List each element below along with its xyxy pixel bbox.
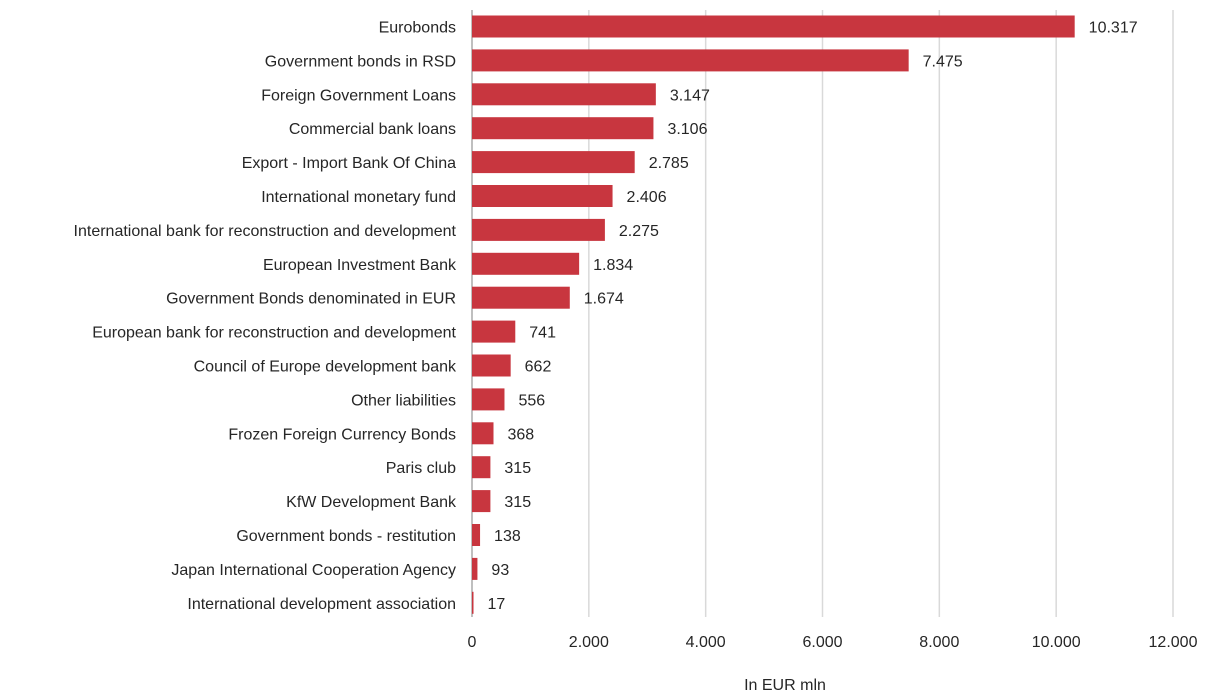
category-label: European bank for reconstruction and dev…	[92, 325, 456, 342]
bar	[472, 354, 511, 377]
bar	[472, 185, 613, 207]
data-label: 315	[504, 460, 531, 477]
bar	[472, 557, 478, 580]
x-tick-label: 6.000	[802, 634, 842, 651]
bar	[472, 286, 570, 309]
bar	[472, 252, 580, 275]
data-label: 1.674	[584, 291, 624, 308]
x-tick-label: 4.000	[686, 634, 726, 651]
bar	[472, 422, 494, 445]
category-label: Foreign Government Loans	[261, 87, 456, 104]
data-label: 17	[488, 596, 506, 613]
category-label: Japan International Cooperation Agency	[171, 562, 456, 579]
data-label: 2.785	[649, 155, 689, 172]
bar	[472, 490, 491, 513]
data-label: 1.834	[593, 257, 633, 274]
category-label: Government Bonds denominated in EUR	[166, 291, 456, 308]
gridlines	[471, 10, 1174, 617]
category-label: Council of Europe development bank	[194, 359, 457, 376]
category-label: Paris club	[386, 460, 456, 477]
category-label: Export - Import Bank Of China	[242, 155, 456, 172]
data-label: 2.406	[627, 189, 667, 206]
data-label: 741	[529, 325, 556, 342]
bar	[472, 524, 481, 546]
bar	[472, 591, 474, 614]
data-label: 3.106	[667, 121, 707, 138]
data-label: 10.317	[1089, 20, 1138, 37]
data-label: 3.147	[670, 87, 710, 104]
bar	[472, 151, 635, 174]
category-label: International bank for reconstruction an…	[74, 223, 457, 240]
category-label: International development association	[187, 596, 456, 613]
bar	[472, 83, 656, 106]
bars	[472, 15, 1075, 614]
category-label: KfW Development Bank	[286, 494, 457, 511]
category-label: Other liabilities	[351, 392, 456, 409]
category-label: European Investment Bank	[263, 257, 457, 274]
data-label: 138	[494, 528, 521, 545]
x-tick-label: 10.000	[1032, 634, 1081, 651]
category-label: Government bonds in RSD	[265, 53, 456, 70]
data-label: 368	[507, 426, 534, 443]
data-label: 93	[491, 562, 509, 579]
category-label: Frozen Foreign Currency Bonds	[228, 426, 456, 443]
x-tick-label: 2.000	[569, 634, 609, 651]
x-axis-title: In EUR mln	[744, 677, 826, 694]
category-labels: Eurobonds Government bonds in RSD Foreign …	[74, 20, 457, 613]
x-tick-label: 8.000	[919, 634, 959, 651]
data-label: 315	[504, 494, 531, 511]
x-tick-label: 0	[468, 634, 477, 651]
category-label: Government bonds - restitution	[236, 528, 456, 545]
bar	[472, 117, 654, 140]
value-labels: 10.317 7.475 3.147 3.106 2.785 2.406 2.275 1.83…	[488, 20, 1138, 613]
bar	[472, 456, 491, 479]
data-label: 556	[518, 392, 545, 409]
bar	[472, 15, 1075, 38]
bar	[472, 49, 909, 72]
category-label: International monetary fund	[261, 189, 456, 206]
bar	[472, 218, 605, 241]
data-label: 662	[525, 359, 552, 376]
category-label: Eurobonds	[379, 20, 456, 37]
data-label: 7.475	[923, 53, 963, 70]
category-label: Commercial bank loans	[289, 121, 456, 138]
x-tick-labels: 0 2.000 4.000 6.000 8.000 10.000 12.000	[468, 634, 1198, 651]
bar	[472, 320, 516, 343]
x-tick-label: 12.000	[1149, 634, 1198, 651]
bar	[472, 388, 505, 411]
data-label: 2.275	[619, 223, 659, 240]
